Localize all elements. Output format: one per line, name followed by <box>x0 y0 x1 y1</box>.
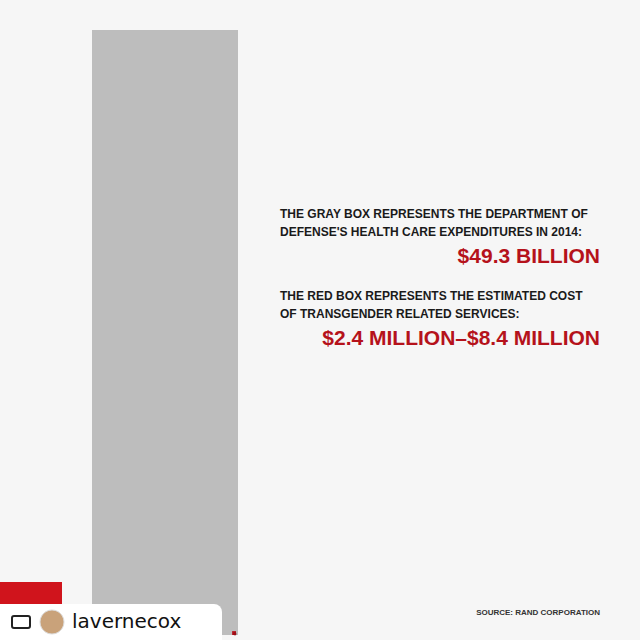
svg-text:DEFENSE'S HEALTH CARE EXPENDIT: DEFENSE'S HEALTH CARE EXPENDITURES IN 20… <box>280 225 582 239</box>
svg-text:THE RED BOX REPRESENTS THE EST: THE RED BOX REPRESENTS THE ESTIMATED COS… <box>280 289 586 303</box>
svg-text:THE GRAY BOX REPRESENTS THE DE: THE GRAY BOX REPRESENTS THE DEPARTMENT O… <box>280 207 591 221</box>
svg-text:OF TRANSGENDER RELATED SERVICE: OF TRANSGENDER RELATED SERVICES: <box>280 307 520 321</box>
svg-text:$2.4 MILLION–$8.4 MILLION: $2.4 MILLION–$8.4 MILLION <box>322 326 600 349</box>
svg-text:lavernecox: lavernecox <box>72 609 181 633</box>
svg-text:SOURCE: RAND CORPORATION: SOURCE: RAND CORPORATION <box>476 608 600 617</box>
svg-text:$49.3 BILLION: $49.3 BILLION <box>458 244 600 267</box>
